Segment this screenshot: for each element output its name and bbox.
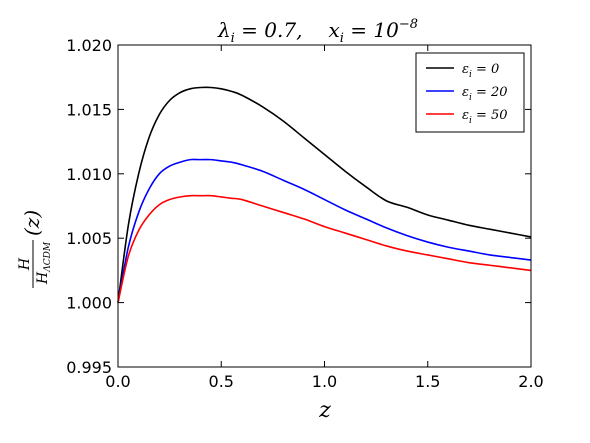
title-right-rest: = 10 — [344, 18, 399, 42]
legend-label-0: εi = 0 — [462, 62, 499, 80]
title-right-sup: −8 — [399, 17, 418, 32]
x-axis-label: z — [318, 398, 331, 423]
y-label-denominator: HΛCDM — [35, 241, 53, 285]
plot-frame — [117, 44, 532, 368]
y-label-numerator: H — [17, 257, 33, 271]
x-axis-ticks: 0.0 0.5 1.0 1.5 2.0 — [105, 45, 544, 391]
x-tick-label: 0.0 — [105, 372, 130, 391]
y-tick-label: 1.005 — [66, 229, 112, 248]
title-left-rest: = 0.7, — [235, 18, 303, 42]
title-left-symbol: λ — [217, 18, 231, 42]
y-tick-label: 1.000 — [66, 294, 112, 313]
legend-label-1: εi = 20 — [462, 85, 508, 103]
y-tick-label: 1.020 — [66, 36, 112, 55]
x-tick-label: 1.0 — [312, 372, 337, 391]
series-lines — [117, 86, 532, 303]
x-tick-label: 1.5 — [415, 372, 440, 391]
y-tick-label: 1.010 — [66, 165, 112, 184]
series-line-0 — [117, 86, 532, 303]
y-label-suffix: (z) — [20, 210, 44, 236]
legend: εi = 0 εi = 20 εi = 50 — [415, 52, 525, 133]
y-axis-ticks: 0.995 1.000 1.005 1.010 1.015 1.020 — [66, 36, 531, 377]
legend-box — [415, 52, 525, 133]
y-tick-label: 1.015 — [66, 100, 112, 119]
y-axis-label: H HΛCDM (z) — [17, 210, 53, 288]
x-tick-label: 0.5 — [209, 372, 234, 391]
chart-title: λi = 0.7, xi = 10−8 — [217, 17, 418, 46]
x-tick-label: 2.0 — [518, 372, 543, 391]
series-line-1 — [117, 158, 532, 303]
title-right-symbol: x — [328, 18, 339, 42]
series-line-2 — [117, 194, 532, 303]
legend-label-2: εi = 50 — [462, 108, 508, 126]
title-left-sub: i — [231, 31, 235, 46]
title-right-sub: i — [340, 31, 344, 46]
y-tick-label: 0.995 — [66, 358, 112, 377]
